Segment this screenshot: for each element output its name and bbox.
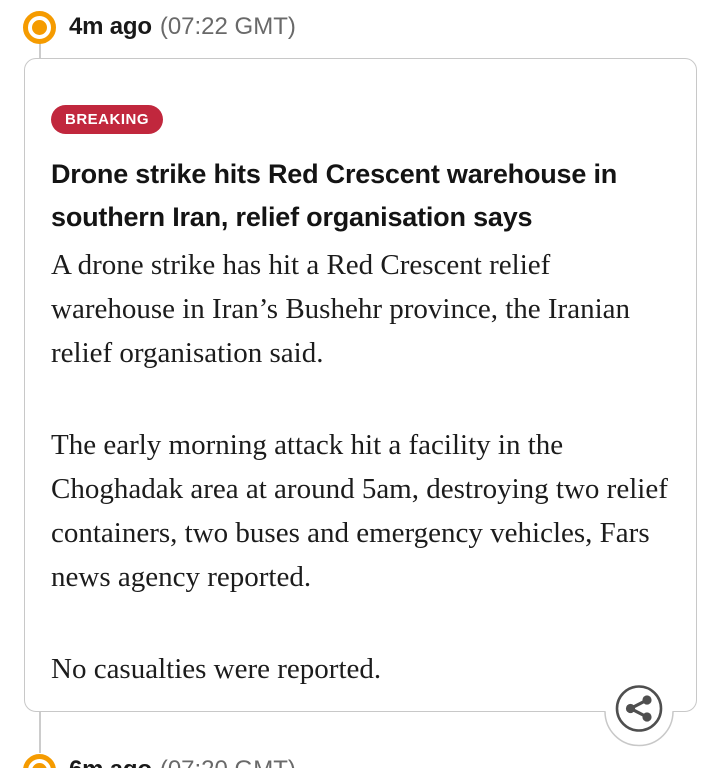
entry-absolute-time: (07:20 GMT) xyxy=(160,756,296,768)
timeline-entry-header: 4m ago (07:22 GMT) xyxy=(23,9,296,45)
entry-relative-time: 4m ago xyxy=(69,13,152,40)
share-notch xyxy=(604,685,674,747)
post-headline: Drone strike hits Red Crescent warehouse… xyxy=(51,159,618,232)
share-button[interactable] xyxy=(599,683,679,747)
bullet-dot xyxy=(32,762,47,768)
live-post-bullet-icon xyxy=(23,753,56,768)
entry-relative-time: 6m ago xyxy=(69,756,152,768)
entry-absolute-time: (07:22 GMT) xyxy=(159,13,296,40)
post-paragraph-2: The early morning attack hit a facility … xyxy=(51,429,668,593)
timeline-entry-header-next: 6m ago (07:20 GMT) xyxy=(23,752,296,768)
live-post-bullet-icon xyxy=(23,10,56,44)
timeline-connector-bottom xyxy=(39,712,41,753)
post-paragraph-1: A drone strike has hit a Red Crescent re… xyxy=(51,249,630,369)
share-icon xyxy=(615,685,663,732)
bullet-dot xyxy=(32,19,47,35)
breaking-badge: BREAKING xyxy=(51,105,164,134)
timeline-connector-top xyxy=(39,42,41,59)
post-card: BREAKING Drone strike hits Red Crescent … xyxy=(24,58,697,712)
post-paragraph-3: No casualties were reported. xyxy=(51,653,382,685)
